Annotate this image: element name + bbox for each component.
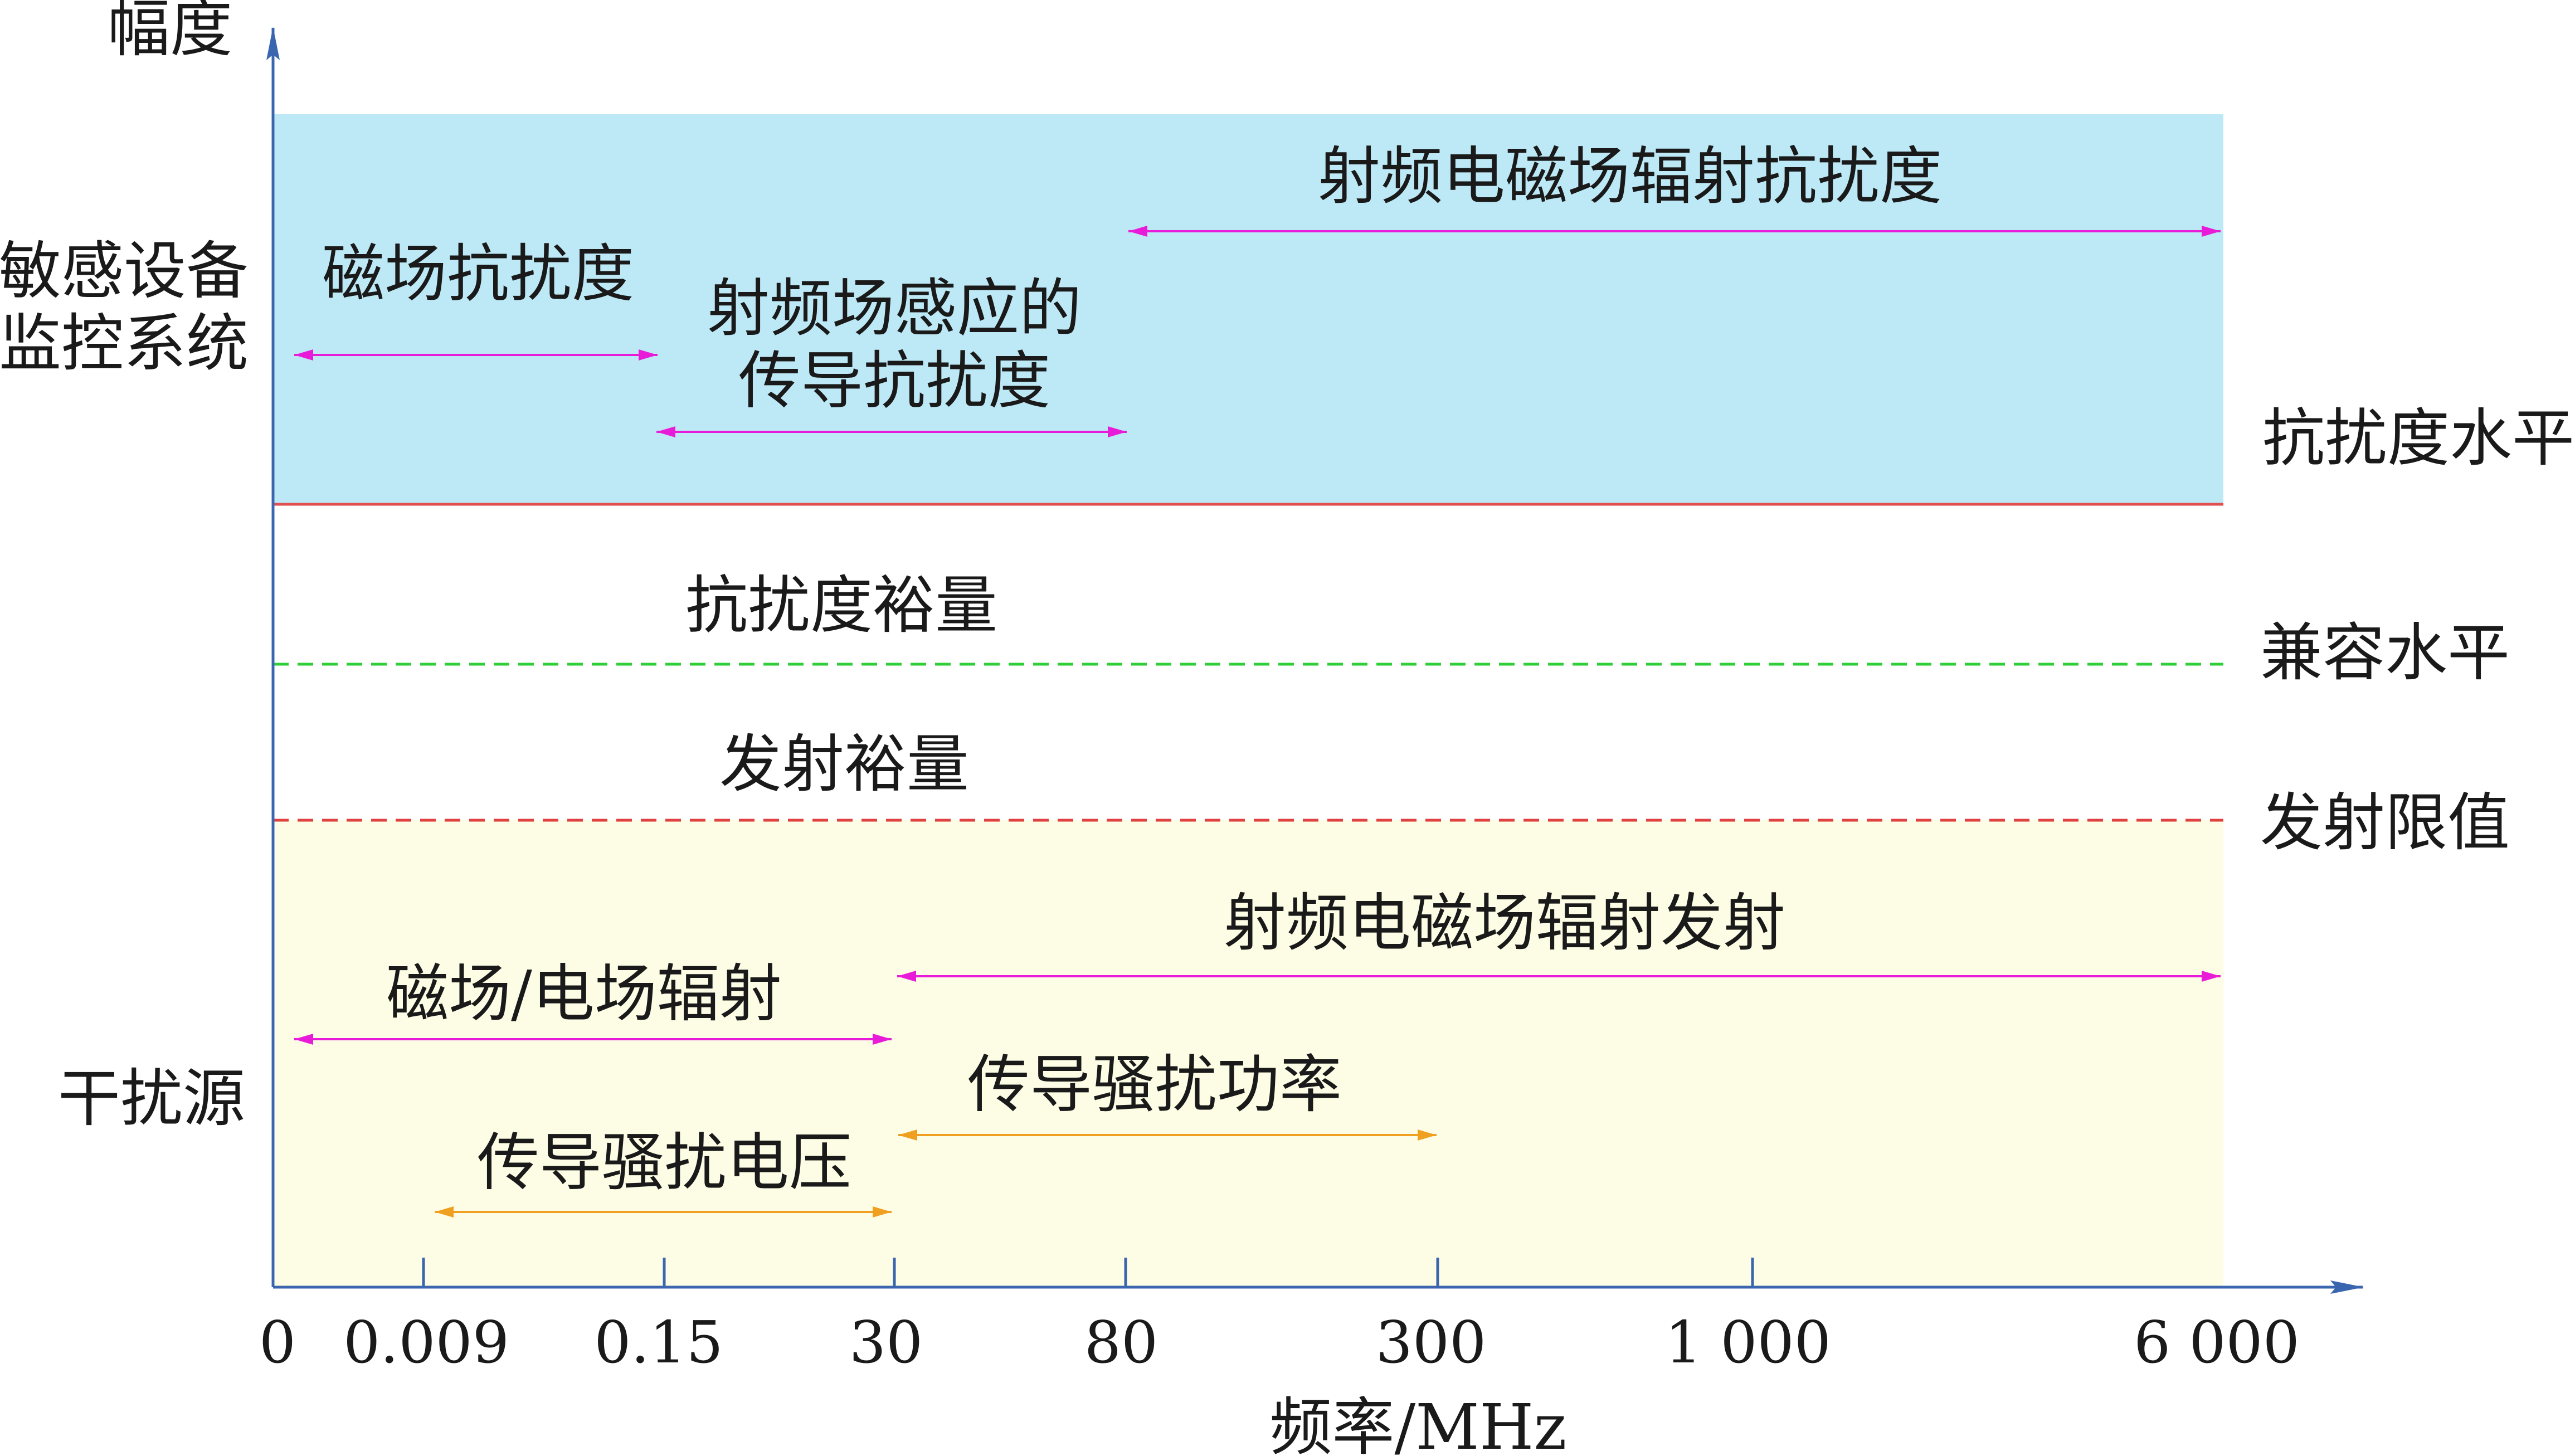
x-tick-label: 30: [849, 1308, 923, 1376]
x-tick-label: 0: [259, 1308, 296, 1376]
x-tick-label: 300: [1376, 1308, 1487, 1376]
x-tick-label: 6 000: [2134, 1308, 2300, 1376]
rf-conducted-immunity-label-line2: 传导抗扰度: [738, 345, 1050, 417]
immunity-margin-label: 抗扰度裕量: [685, 569, 997, 642]
magnetic-immunity-label: 磁场抗扰度: [322, 238, 634, 310]
compatibility-level-label: 兼容水平: [2260, 617, 2510, 689]
sensitive-equipment-label-line2: 监控系统: [0, 308, 249, 380]
x-tick-label: 1 000: [1665, 1308, 1831, 1376]
y-axis-title: 幅度: [108, 0, 232, 65]
interference-source-label: 干扰源: [58, 1063, 245, 1135]
rf-radiated-emission-label: 射频电磁场辐射发射: [1224, 887, 1785, 960]
emission-limit-label: 发射限值: [2260, 787, 2510, 859]
rf-radiated-immunity-label: 射频电磁场辐射抗扰度: [1318, 140, 1942, 213]
rf-conducted-immunity-label-line1: 射频场感应的: [707, 272, 1082, 345]
emission-margin-label: 发射裕量: [719, 728, 969, 801]
x-tick-label: 80: [1084, 1308, 1158, 1376]
x-tick-label: 0.15: [594, 1308, 723, 1376]
sensitive-equipment-label-line1: 敏感设备: [0, 235, 249, 308]
x-axis-title: 频率/MHz: [1269, 1391, 1566, 1456]
x-tick-label: 0.009: [343, 1308, 509, 1376]
conducted-voltage-label: 传导骚扰电压: [477, 1127, 851, 1199]
conducted-power-label: 传导骚扰功率: [967, 1049, 1342, 1121]
immunity-level-label: 抗扰度水平: [2262, 402, 2574, 475]
immunity-region: [273, 114, 2223, 504]
field-radiation-label: 磁场/电场辐射: [386, 958, 782, 1030]
